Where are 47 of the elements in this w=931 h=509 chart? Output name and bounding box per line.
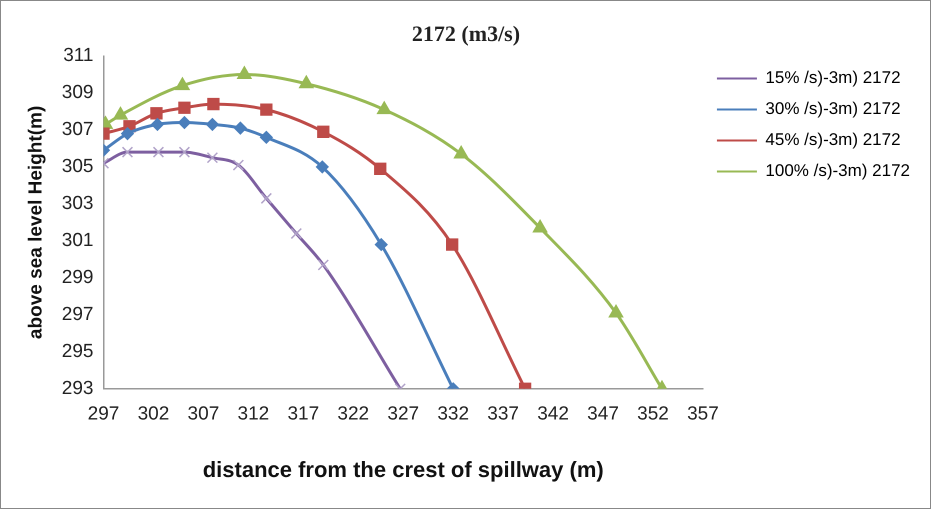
point <box>150 107 163 120</box>
x-tick-label: 347 <box>587 403 619 424</box>
point <box>532 219 548 232</box>
legend-label: 30% /s)-3m) 2172 <box>765 99 901 118</box>
point <box>178 102 191 114</box>
legend-label: 45% /s)-3m) 2172 <box>765 130 901 150</box>
y-tick-label: 293 <box>62 378 94 400</box>
x-tick-label: 337 <box>487 403 519 424</box>
point <box>317 126 330 138</box>
point <box>178 116 191 130</box>
y-tick-label: 305 <box>62 156 94 178</box>
x-axis-title: distance from the crest of spillway (m) <box>202 456 604 482</box>
x-tick-label: 322 <box>337 403 370 424</box>
x-tick-label: 307 <box>188 403 220 424</box>
x-tick-label: 332 <box>437 403 470 424</box>
y-tick-label: 295 <box>62 341 94 362</box>
point <box>260 130 273 144</box>
point <box>608 304 624 318</box>
y-tick-label: 301 <box>62 230 94 252</box>
chart-title: 2172 (m3/s) <box>410 21 522 47</box>
y-axis-title: above sea level Height(m) <box>26 106 47 340</box>
legend-label: 100% /s)-3m) 2172 <box>765 161 910 180</box>
point <box>234 122 247 135</box>
point <box>260 103 273 116</box>
point <box>374 162 386 175</box>
x-tick-label: 302 <box>138 403 170 424</box>
point <box>207 98 220 110</box>
point <box>374 238 388 252</box>
y-tick-label: 309 <box>62 82 94 104</box>
x-tick-label: 312 <box>238 403 270 424</box>
point <box>446 238 458 251</box>
x-tick-label: 317 <box>287 403 320 424</box>
point <box>120 127 134 140</box>
y-tick-label: 303 <box>62 193 94 214</box>
y-tick-label: 297 <box>62 304 94 326</box>
x-tick-label: 297 <box>88 403 120 424</box>
y-tick-label: 307 <box>62 119 94 140</box>
point <box>150 118 164 131</box>
x-tick-label: 342 <box>537 403 569 424</box>
legend-label: 15% /s)-3m) 2172 <box>765 68 901 88</box>
point <box>316 160 329 174</box>
x-tick-label: 357 <box>687 403 719 424</box>
y-tick-label: 311 <box>63 45 94 66</box>
x-tick-label: 352 <box>637 403 669 424</box>
y-tick-label: 299 <box>62 267 94 288</box>
x-tick-label: 327 <box>387 403 420 424</box>
point <box>206 118 219 131</box>
